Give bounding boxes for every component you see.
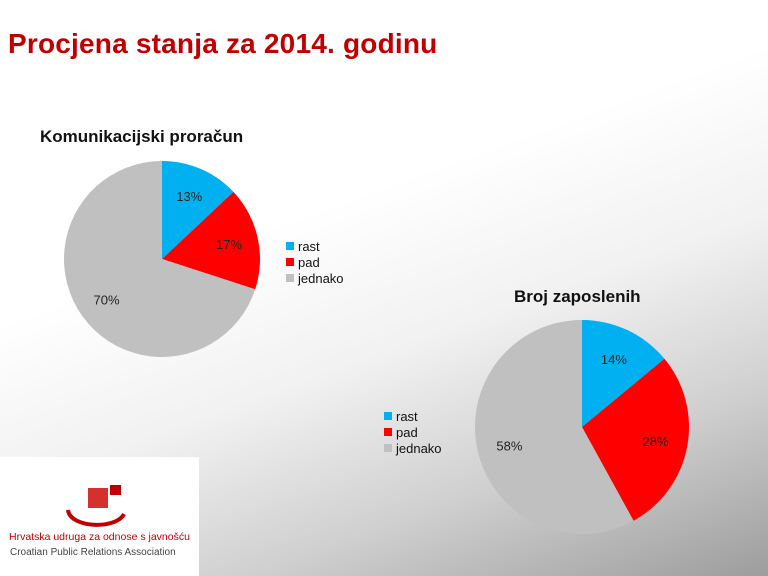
legend-item-jednako: jednako [384, 440, 442, 456]
legend-swatch-jednako [384, 444, 392, 452]
legend-label-pad: pad [298, 254, 320, 270]
logo-square-small [110, 485, 121, 495]
association-logo-icon [66, 485, 126, 527]
legend-label-jednako: jednako [396, 440, 442, 456]
pie-slice-pad [582, 358, 689, 521]
logo-arc [66, 509, 126, 527]
pie-data-label-rast: 13% [176, 189, 202, 204]
legend-communication-budget: rast pad jednako [286, 238, 344, 286]
legend-item-pad: pad [384, 424, 442, 440]
legend-label-rast: rast [298, 238, 320, 254]
logo-text-croatian: Hrvatska udruga za odnose s javnošću [9, 531, 190, 543]
slide-title: Procjena stanja za 2014. godinu [8, 28, 438, 59]
pie-slice-rast [582, 320, 665, 427]
logo-square-large [88, 488, 108, 508]
chart-title-communication-budget: Komunikacijski proračun [40, 127, 244, 146]
legend-swatch-pad [384, 428, 392, 436]
logo-text-english: Croatian Public Relations Association [10, 547, 176, 558]
pie-slice-jednako [64, 161, 256, 357]
legend-label-pad: pad [396, 424, 418, 440]
pie-data-label-pad: 28% [643, 434, 669, 449]
legend-item-rast: rast [286, 238, 344, 254]
legend-swatch-pad [286, 258, 294, 266]
pie-data-label-jednako: 70% [93, 292, 119, 307]
legend-label-rast: rast [396, 408, 418, 424]
logo-block: Hrvatska udruga za odnose s javnošću Cro… [0, 457, 199, 576]
legend-label-jednako: jednako [298, 270, 344, 286]
legend-swatch-rast [286, 242, 294, 250]
legend-item-pad: pad [286, 254, 344, 270]
pie-data-label-pad: 17% [216, 237, 242, 252]
pie-chart-number-of-employees: 14% 28% 58% [475, 320, 689, 534]
pie-data-label-rast: 14% [601, 352, 627, 367]
pie-slice-rast [162, 161, 234, 259]
pie-chart-communication-budget: 13% 17% 70% [64, 161, 260, 357]
legend-item-jednako: jednako [286, 270, 344, 286]
chart-title-number-of-employees: Broj zaposlenih [514, 287, 641, 306]
legend-number-of-employees: rast pad jednako [384, 408, 442, 456]
pie-slice-jednako [475, 320, 634, 534]
legend-swatch-rast [384, 412, 392, 420]
pie-slice-pad [162, 191, 260, 290]
pie-data-label-jednako: 58% [496, 439, 522, 454]
legend-swatch-jednako [286, 274, 294, 282]
legend-item-rast: rast [384, 408, 442, 424]
